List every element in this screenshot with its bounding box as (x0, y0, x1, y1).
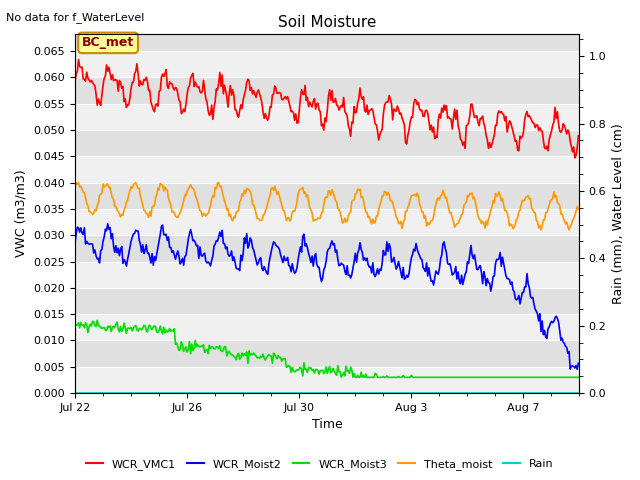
Bar (75, 367, 579, 393)
X-axis label: Time: Time (312, 419, 342, 432)
Text: BC_met: BC_met (82, 36, 134, 49)
Bar (75, 104, 579, 130)
Bar (75, 182, 579, 209)
Bar (75, 51, 579, 77)
Bar (75, 340, 579, 367)
Title: Soil Moisture: Soil Moisture (278, 15, 376, 30)
Y-axis label: Rain (mm), Water Level (cm): Rain (mm), Water Level (cm) (612, 123, 625, 304)
Bar (75, 77, 579, 104)
Bar (75, 288, 579, 314)
Bar (75, 130, 579, 156)
Bar (75, 156, 579, 182)
Legend: WCR_VMC1, WCR_Moist2, WCR_Moist3, Theta_moist, Rain: WCR_VMC1, WCR_Moist2, WCR_Moist3, Theta_… (82, 455, 558, 474)
Text: No data for f_WaterLevel: No data for f_WaterLevel (6, 12, 145, 23)
Bar (75, 262, 579, 288)
Bar (75, 235, 579, 262)
Bar (75, 209, 579, 235)
Y-axis label: VWC (m3/m3): VWC (m3/m3) (15, 169, 28, 257)
Bar (75, 314, 579, 340)
